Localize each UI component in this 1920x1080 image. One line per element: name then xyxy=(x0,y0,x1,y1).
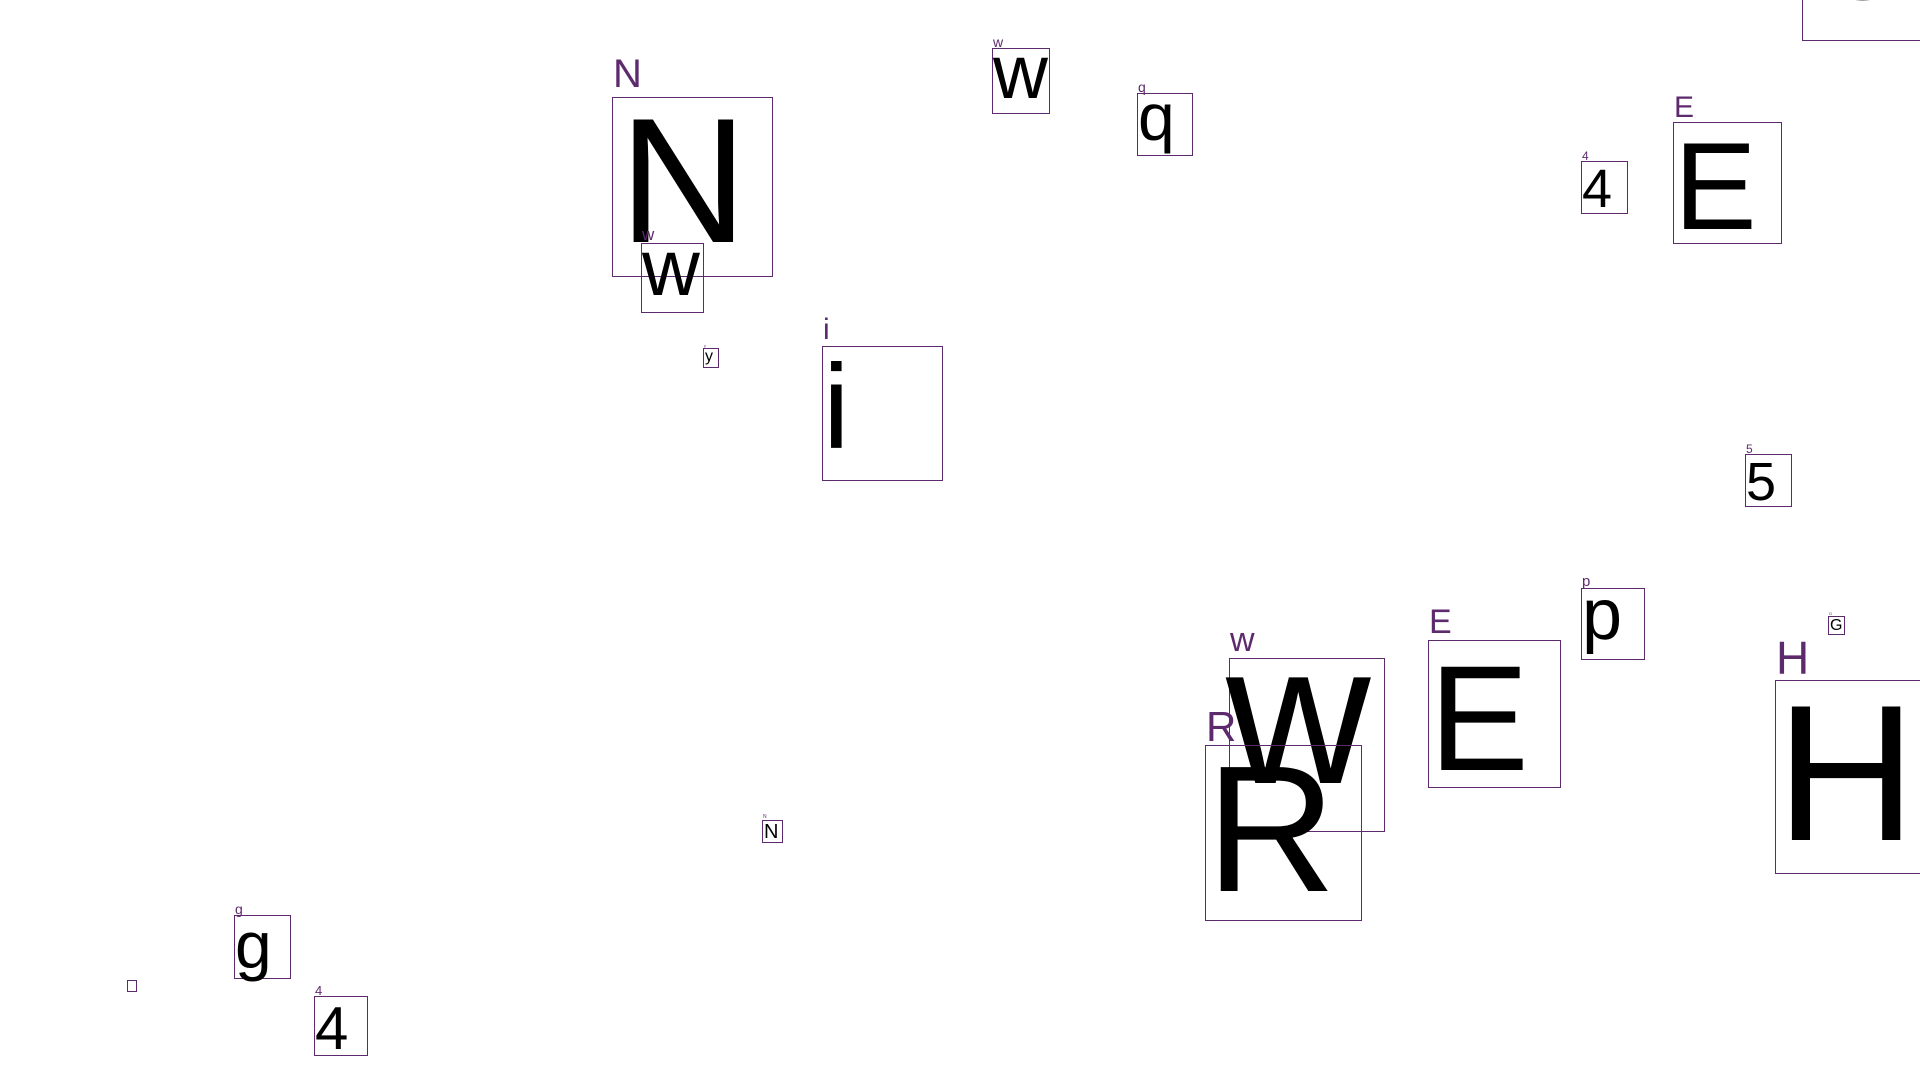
letter-box-4-right: 4 4 xyxy=(1581,150,1628,219)
box-label: w xyxy=(642,225,655,244)
letter-box-r: R R xyxy=(1205,706,1362,921)
box-label: w xyxy=(1230,621,1255,659)
letter-box-partial-corner: G xyxy=(1802,0,1920,41)
box-label: i xyxy=(823,313,830,346)
box-glyph: i xyxy=(823,340,850,474)
box-label: y xyxy=(704,343,706,348)
letter-box-q: q q xyxy=(1137,80,1193,156)
box-glyph: g xyxy=(235,908,272,982)
letter-box-5: 5 5 xyxy=(1745,443,1792,512)
box-label: 5 xyxy=(1746,442,1753,456)
box-label: H xyxy=(1776,632,1810,684)
box-glyph: w xyxy=(1226,603,1371,826)
box-glyph: E xyxy=(1429,634,1530,802)
box-label: 4 xyxy=(315,983,323,998)
box-label: R xyxy=(1206,703,1237,750)
letter-box-p: p p xyxy=(1581,574,1645,660)
box-label: g xyxy=(235,901,243,917)
box-glyph: N xyxy=(619,81,748,280)
box-glyph: N xyxy=(764,821,779,843)
letter-box-w-large: w w xyxy=(1226,615,1385,832)
box-glyph: w xyxy=(642,223,700,312)
letter-box-w-top: w w xyxy=(992,35,1050,114)
box-label: q xyxy=(1138,79,1146,95)
box-glyph: G xyxy=(1807,0,1916,21)
box-glyph: 4 xyxy=(315,995,349,1062)
box-glyph: p xyxy=(1582,575,1623,655)
letter-box-e-lower: E E xyxy=(1428,605,1561,793)
box-glyph: H xyxy=(1776,665,1917,882)
box-glyph: w xyxy=(993,30,1048,115)
box-label: N xyxy=(613,52,642,96)
box-label: E xyxy=(1429,603,1452,641)
letter-box-n-large: N N xyxy=(612,54,773,277)
letter-box-g: g g xyxy=(234,902,291,982)
letter-box-g-tiny: G G xyxy=(1828,612,1845,635)
letter-box-h: H H xyxy=(1775,635,1920,882)
letter-box-4-bottom: 4 4 xyxy=(314,984,368,1062)
box-label: w xyxy=(993,34,1004,50)
letter-box-i: i i xyxy=(822,315,943,481)
box-glyph: R xyxy=(1206,729,1336,930)
letter-box-empty-tiny xyxy=(127,980,137,992)
letter-box-y-tiny: y y xyxy=(703,344,719,368)
box-label: G xyxy=(1829,611,1833,616)
box-label: N xyxy=(763,814,767,820)
letter-box-e-top: E E xyxy=(1673,93,1782,249)
box-label: E xyxy=(1674,91,1695,124)
box-label: 4 xyxy=(1582,149,1589,163)
letter-box-w-small: w w xyxy=(641,226,704,313)
box-glyph: 4 xyxy=(1582,159,1613,219)
box-label: p xyxy=(1582,573,1591,590)
letter-box-n-tiny: N N xyxy=(762,815,783,843)
box-glyph: E xyxy=(1674,118,1757,256)
box-glyph: G xyxy=(1830,617,1843,634)
box-glyph: 5 xyxy=(1746,452,1777,512)
box-glyph: y xyxy=(705,348,713,365)
box-glyph: q xyxy=(1138,80,1175,154)
